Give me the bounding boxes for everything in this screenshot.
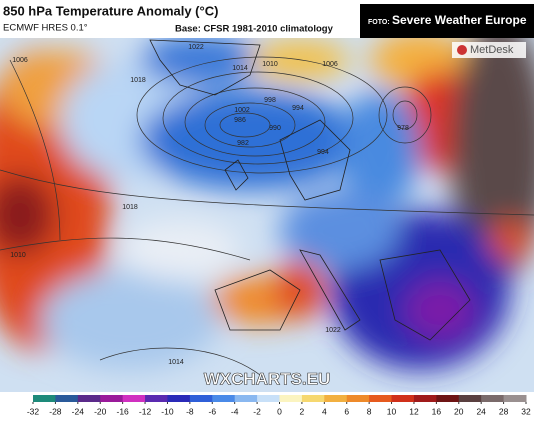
colorbar-label: -12: [139, 406, 152, 416]
isobar-label: 1014: [168, 359, 184, 366]
colorbar-segment: [77, 395, 101, 402]
colorbar-segment: [145, 395, 168, 402]
colorbar-segment: [458, 395, 482, 402]
colorbar-label: 28: [499, 406, 509, 416]
colorbar-segment: [55, 395, 79, 402]
colorbar-label: -32: [27, 406, 40, 416]
colorbar-segment: [369, 395, 393, 402]
colorbar-segment: [167, 395, 191, 402]
isobars: [0, 56, 534, 376]
colorbar-segment: [413, 395, 437, 402]
isobar-label: 1010: [10, 252, 26, 259]
colorbar-label: 16: [432, 406, 442, 416]
logo-icon: [457, 45, 467, 55]
colorbar-segment: [100, 395, 124, 402]
colorbar-label: 6: [344, 406, 349, 416]
colorbar-label: -10: [161, 406, 174, 416]
watermark: WXCHARTS.EU: [204, 369, 331, 388]
isobar-label: 990: [269, 125, 281, 132]
colorbar-label: -20: [94, 406, 107, 416]
colorbar-label: 4: [322, 406, 327, 416]
colorbar-label: -28: [49, 406, 62, 416]
colorbar-label: -6: [208, 406, 216, 416]
colorbar-label: -8: [186, 406, 194, 416]
isobar-label: 982: [237, 140, 249, 147]
anomaly-field: [0, 38, 534, 392]
colorbar-segment: [436, 395, 460, 402]
colorbar-segment: [346, 395, 370, 402]
colorbar-segment: [279, 395, 303, 402]
colorbar-segment: [324, 395, 348, 402]
colorbar-segment: [234, 395, 258, 402]
isobar-label: 1010: [262, 61, 278, 68]
isobar-label: 998: [264, 97, 276, 104]
logo-box: [452, 42, 526, 58]
colorbar-segment: [212, 395, 236, 402]
isobar-label: 1022: [188, 44, 204, 51]
colorbar-label: 12: [409, 406, 419, 416]
colorbar-label: -4: [231, 406, 239, 416]
isobar-label: 1022: [325, 327, 341, 334]
colorbar-label: 20: [454, 406, 464, 416]
isobar-label: 1018: [122, 204, 138, 211]
credit-box: [360, 4, 534, 38]
isobar-label: 978: [397, 125, 409, 132]
credit-source: Severe Weather Europe: [392, 13, 527, 27]
colorbar-label: 8: [367, 406, 372, 416]
colorbar-label: 2: [300, 406, 305, 416]
logo-text: MetDesk: [470, 44, 514, 56]
colorbar-segment: [257, 395, 280, 402]
colorbar-label: -24: [72, 406, 85, 416]
colorbar-label: 24: [476, 406, 486, 416]
isobar-label: 1006: [12, 57, 28, 64]
colorbar-label: -16: [116, 406, 129, 416]
colorbar-label: 10: [387, 406, 397, 416]
colorbar-segment: [503, 395, 527, 402]
isobar-label: 1006: [322, 61, 338, 68]
colorbar-segment: [189, 395, 213, 402]
colorbar-segment: [391, 395, 415, 402]
colorbar-segment: [33, 395, 56, 402]
isobar-label: 994: [292, 105, 304, 112]
isobar-label: 1014: [232, 65, 248, 72]
isobar-label: 1018: [130, 77, 146, 84]
coastlines: [149, 39, 471, 341]
isobar-label: 986: [234, 117, 246, 124]
map-title: 850 hPa Temperature Anomaly (°C): [3, 3, 218, 18]
base-label: Base: CFSR 1981-2010 climatology: [175, 24, 334, 35]
colorbar-segment: [301, 395, 325, 402]
isobar-label: 994: [317, 149, 329, 156]
colorbar-label: 0: [277, 406, 282, 416]
credit-prefix: FOTO:: [368, 19, 390, 26]
colorbar-segment: [122, 395, 146, 402]
colorbar-segment: [481, 395, 505, 402]
model-label: ECMWF HRES 0.1°: [3, 23, 88, 34]
colorbar-label: 32: [521, 406, 531, 416]
colorbar-label: -2: [253, 406, 261, 416]
isobar-label: 1002: [234, 107, 250, 114]
